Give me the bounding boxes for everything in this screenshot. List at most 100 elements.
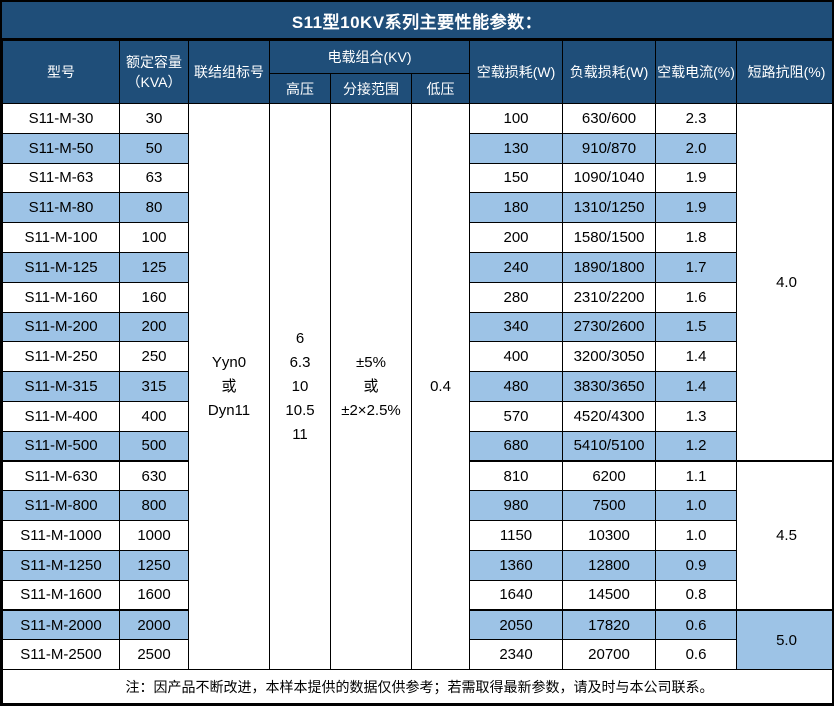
no-load-loss-cell: 180	[469, 192, 564, 224]
no-load-current-cell: 1.3	[655, 400, 738, 432]
load-loss-cell: 14500	[562, 579, 657, 611]
no-load-current-cell: 0.9	[655, 549, 738, 581]
no-load-current-cell: 1.4	[655, 371, 738, 402]
load-loss-cell: 1580/1500	[562, 222, 657, 253]
load-loss-cell: 3830/3650	[562, 371, 657, 402]
col-header-load-loss: 负载损耗(W)	[562, 40, 657, 104]
load-loss-cell: 7500	[562, 490, 657, 522]
capacity-cell: 1000	[119, 520, 189, 551]
model-cell: S11-M-315	[2, 371, 120, 402]
table-row: S11-M-30 30 Yyn0 或 Dyn11 6 6.3 10 10.5 11 ±5…	[2, 102, 832, 671]
col-header-capacity-line2: （KVA）	[126, 74, 182, 90]
load-loss-cell: 6200	[562, 460, 657, 492]
no-load-loss-cell: 480	[469, 371, 564, 402]
model-cell: S11-M-630	[2, 460, 120, 492]
capacity-cell: 630	[119, 460, 189, 492]
tap-range-cell: ±5% 或 ±2×2.5%	[330, 102, 412, 671]
load-loss-cell: 10300	[562, 520, 657, 551]
model-cell: S11-M-160	[2, 281, 120, 313]
capacity-cell: 2000	[119, 609, 189, 641]
model-cell: S11-M-100	[2, 222, 120, 253]
table-row: S11-M-250 250 400 3200/3050 1.4	[2, 341, 833, 373]
model-cell: S11-M-63	[2, 162, 120, 194]
table-row: S11-M-630 630 810 6200 1.1 4.5	[2, 460, 832, 611]
no-load-current-cell: 2.3	[655, 103, 738, 134]
no-load-current-cell: 1.9	[655, 162, 738, 194]
capacity-cell: 2500	[119, 639, 189, 671]
load-loss-cell: 3200/3050	[562, 341, 657, 373]
table-row: S11-M-500 500 680 5410/5100 1.2	[2, 430, 833, 462]
no-load-loss-cell: 2050	[469, 609, 564, 641]
load-loss-cell: 630/600	[562, 103, 657, 134]
model-cell: S11-M-250	[2, 341, 120, 373]
no-load-current-cell: 0.6	[655, 609, 738, 641]
no-load-loss-cell: 280	[469, 281, 564, 313]
no-load-loss-cell: 810	[469, 460, 564, 492]
capacity-cell: 100	[119, 222, 189, 253]
no-load-current-cell: 1.0	[655, 490, 738, 522]
no-load-loss-cell: 570	[469, 400, 564, 432]
capacity-cell: 30	[119, 103, 189, 134]
capacity-cell: 1250	[119, 549, 189, 581]
impedance-cell: 4.5	[736, 460, 832, 611]
page-title: S11型10KV系列主要性能参数：	[2, 2, 832, 40]
model-cell: S11-M-1250	[2, 549, 120, 581]
table-row: S11-M-2000 2000 2050 17820 0.6 5.0	[2, 609, 832, 671]
table-row: S11-M-800 800 980 7500 1.0	[2, 490, 833, 522]
model-cell: S11-M-30	[2, 103, 120, 134]
no-load-loss-cell: 150	[469, 162, 564, 194]
no-load-loss-cell: 680	[469, 430, 564, 462]
no-load-current-cell: 1.1	[655, 460, 738, 492]
capacity-cell: 500	[119, 430, 189, 462]
col-header-impedance: 短路抗阻(%)	[736, 40, 832, 104]
model-cell: S11-M-2500	[2, 639, 120, 671]
no-load-loss-cell: 1640	[469, 579, 564, 611]
table-row: S11-M-1000 1000 1150 10300 1.0	[2, 520, 833, 551]
no-load-current-cell: 1.7	[655, 251, 738, 283]
capacity-cell: 160	[119, 281, 189, 313]
no-load-current-cell: 1.5	[655, 311, 738, 343]
capacity-cell: 1600	[119, 579, 189, 611]
table-row: S11-M-1600 1600 1640 14500 0.8	[2, 579, 833, 611]
capacity-cell: 200	[119, 311, 189, 343]
load-loss-cell: 1090/1040	[562, 162, 657, 194]
capacity-cell: 250	[119, 341, 189, 373]
col-header-hv: 高压	[269, 73, 331, 104]
spec-table: 型号 额定容量 （KVA） 联结组标号 电载组合(KV) 空载损耗(W) 负载损…	[2, 40, 833, 704]
load-loss-cell: 1310/1250	[562, 192, 657, 224]
no-load-current-cell: 1.6	[655, 281, 738, 313]
load-loss-cell: 2310/2200	[562, 281, 657, 313]
load-loss-cell: 2730/2600	[562, 311, 657, 343]
no-load-current-cell: 1.8	[655, 222, 738, 253]
load-loss-cell: 910/870	[562, 132, 657, 164]
capacity-cell: 50	[119, 132, 189, 164]
table-row: S11-M-200 200 340 2730/2600 1.5	[2, 311, 833, 343]
capacity-cell: 800	[119, 490, 189, 522]
no-load-current-cell: 0.8	[655, 579, 738, 611]
col-header-tap-range: 分接范围	[330, 73, 412, 104]
model-cell: S11-M-1600	[2, 579, 120, 611]
table-row: S11-M-160 160 280 2310/2200 1.6	[2, 281, 833, 313]
no-load-current-cell: 1.4	[655, 341, 738, 373]
table-row: S11-M-50 50 130 910/870 2.0	[2, 132, 833, 164]
load-loss-cell: 4520/4300	[562, 400, 657, 432]
col-header-model: 型号	[2, 40, 120, 104]
no-load-loss-cell: 1150	[469, 520, 564, 551]
col-header-capacity-line1: 额定容量	[126, 54, 182, 70]
load-loss-cell: 5410/5100	[562, 430, 657, 462]
capacity-cell: 80	[119, 192, 189, 224]
col-header-capacity: 额定容量 （KVA）	[119, 40, 189, 104]
no-load-loss-cell: 130	[469, 132, 564, 164]
no-load-current-cell: 0.6	[655, 639, 738, 671]
model-cell: S11-M-400	[2, 400, 120, 432]
model-cell: S11-M-500	[2, 430, 120, 462]
capacity-cell: 125	[119, 251, 189, 283]
col-header-no-load-current: 空载电流(%)	[655, 40, 738, 104]
capacity-cell: 315	[119, 371, 189, 402]
table-row: S11-M-2500 2500 2340 20700 0.6	[2, 639, 833, 671]
model-cell: S11-M-80	[2, 192, 120, 224]
model-cell: S11-M-50	[2, 132, 120, 164]
capacity-cell: 400	[119, 400, 189, 432]
col-header-no-load-loss: 空载损耗(W)	[469, 40, 564, 104]
